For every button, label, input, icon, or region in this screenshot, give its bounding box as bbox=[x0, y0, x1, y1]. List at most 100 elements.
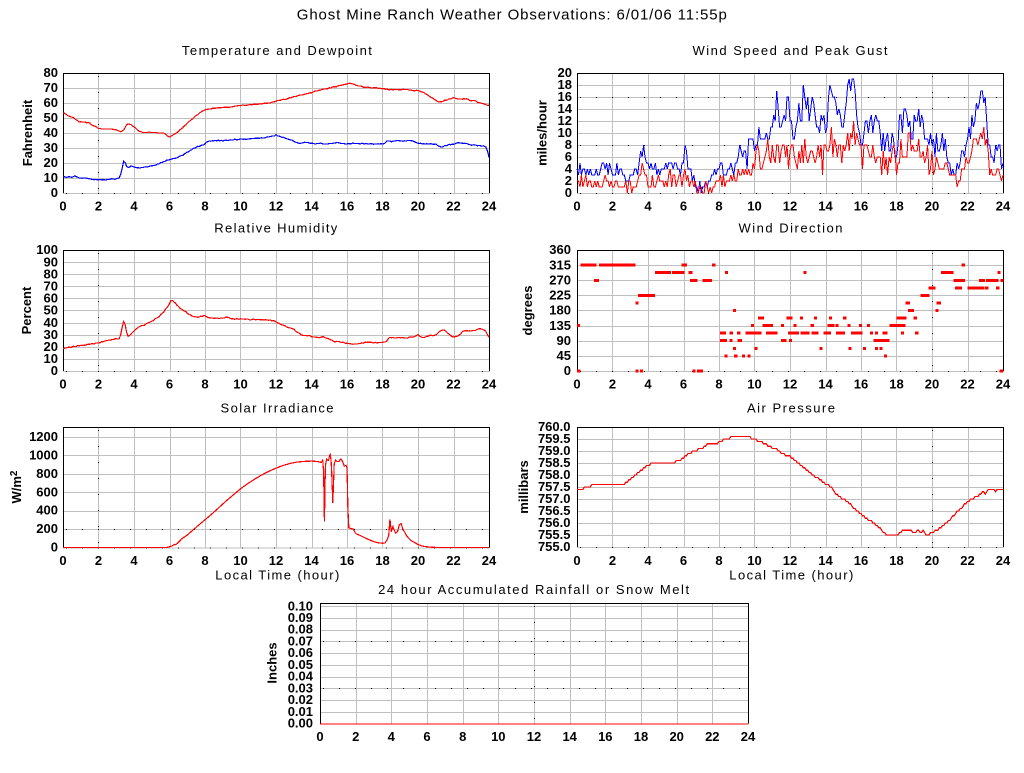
svg-text:12: 12 bbox=[783, 553, 797, 568]
svg-text:16: 16 bbox=[340, 553, 354, 568]
svg-text:14: 14 bbox=[304, 377, 319, 392]
svg-text:16: 16 bbox=[340, 199, 354, 214]
svg-text:14: 14 bbox=[558, 101, 573, 116]
svg-text:8: 8 bbox=[715, 553, 722, 568]
svg-text:0: 0 bbox=[59, 199, 66, 214]
svg-text:W/m2: W/m2 bbox=[9, 470, 24, 503]
svg-text:24: 24 bbox=[996, 553, 1011, 568]
svg-text:8: 8 bbox=[715, 377, 722, 392]
svg-text:2: 2 bbox=[95, 199, 102, 214]
svg-text:755.5: 755.5 bbox=[538, 527, 571, 542]
svg-text:50: 50 bbox=[44, 110, 58, 125]
svg-text:20: 20 bbox=[925, 553, 939, 568]
svg-text:16: 16 bbox=[558, 89, 572, 104]
svg-text:14: 14 bbox=[818, 199, 833, 214]
svg-text:18: 18 bbox=[634, 729, 648, 744]
svg-text:16: 16 bbox=[340, 377, 354, 392]
svg-text:0: 0 bbox=[564, 363, 571, 378]
svg-text:22: 22 bbox=[960, 377, 974, 392]
svg-text:18: 18 bbox=[375, 553, 389, 568]
svg-text:4: 4 bbox=[130, 377, 138, 392]
svg-text:22: 22 bbox=[705, 729, 719, 744]
svg-text:0.08: 0.08 bbox=[288, 622, 313, 637]
svg-text:6: 6 bbox=[166, 553, 173, 568]
svg-text:20: 20 bbox=[411, 553, 425, 568]
svg-text:18: 18 bbox=[889, 199, 903, 214]
svg-text:0.10: 0.10 bbox=[288, 598, 313, 613]
svg-text:2: 2 bbox=[95, 553, 102, 568]
svg-text:4: 4 bbox=[565, 161, 573, 176]
svg-text:10: 10 bbox=[747, 199, 761, 214]
svg-text:Percent: Percent bbox=[19, 286, 34, 334]
svg-text:80: 80 bbox=[44, 65, 58, 80]
svg-text:6: 6 bbox=[680, 377, 687, 392]
svg-text:18: 18 bbox=[558, 77, 572, 92]
svg-text:45: 45 bbox=[557, 348, 571, 363]
svg-text:24: 24 bbox=[741, 729, 756, 744]
svg-text:400: 400 bbox=[36, 503, 58, 518]
svg-text:20: 20 bbox=[44, 155, 58, 170]
svg-text:40: 40 bbox=[44, 125, 58, 140]
svg-text:20: 20 bbox=[925, 199, 939, 214]
svg-text:10: 10 bbox=[491, 729, 505, 744]
svg-text:22: 22 bbox=[960, 553, 974, 568]
svg-text:6: 6 bbox=[680, 199, 687, 214]
svg-text:4: 4 bbox=[644, 199, 652, 214]
svg-text:757.0: 757.0 bbox=[538, 491, 571, 506]
svg-text:70: 70 bbox=[44, 80, 58, 95]
svg-text:315: 315 bbox=[549, 257, 571, 272]
svg-text:24: 24 bbox=[996, 377, 1011, 392]
svg-text:0.06: 0.06 bbox=[288, 645, 313, 660]
svg-text:18: 18 bbox=[375, 199, 389, 214]
svg-text:24: 24 bbox=[482, 553, 497, 568]
svg-text:90: 90 bbox=[44, 254, 58, 269]
svg-text:16: 16 bbox=[854, 553, 868, 568]
svg-text:8: 8 bbox=[715, 199, 722, 214]
svg-text:2: 2 bbox=[95, 377, 102, 392]
svg-text:225: 225 bbox=[549, 288, 571, 303]
svg-text:22: 22 bbox=[446, 199, 460, 214]
svg-text:10: 10 bbox=[233, 553, 247, 568]
svg-text:16: 16 bbox=[854, 199, 868, 214]
svg-text:757.5: 757.5 bbox=[538, 479, 571, 494]
svg-text:20: 20 bbox=[669, 729, 683, 744]
svg-text:16: 16 bbox=[598, 729, 612, 744]
svg-text:degrees: degrees bbox=[520, 286, 535, 336]
svg-text:12: 12 bbox=[783, 199, 797, 214]
svg-text:Fahrenheit: Fahrenheit bbox=[20, 99, 35, 166]
svg-text:20: 20 bbox=[411, 377, 425, 392]
svg-text:135: 135 bbox=[549, 318, 571, 333]
svg-text:Temperature and Dewpoint: Temperature and Dewpoint bbox=[182, 43, 372, 58]
svg-text:millibars: millibars bbox=[516, 460, 531, 513]
svg-text:0: 0 bbox=[573, 377, 580, 392]
svg-text:0: 0 bbox=[51, 185, 58, 200]
svg-text:10: 10 bbox=[747, 553, 761, 568]
svg-text:4: 4 bbox=[130, 553, 138, 568]
svg-text:360: 360 bbox=[549, 242, 571, 257]
svg-text:200: 200 bbox=[36, 521, 58, 536]
svg-text:12: 12 bbox=[269, 553, 283, 568]
svg-text:14: 14 bbox=[304, 553, 319, 568]
svg-text:20: 20 bbox=[558, 65, 572, 80]
svg-text:miles/hour: miles/hour bbox=[535, 100, 550, 166]
svg-text:0: 0 bbox=[565, 185, 572, 200]
svg-text:180: 180 bbox=[549, 303, 571, 318]
svg-text:70: 70 bbox=[44, 279, 58, 294]
svg-text:12: 12 bbox=[527, 729, 541, 744]
svg-text:10: 10 bbox=[558, 125, 572, 140]
svg-text:800: 800 bbox=[36, 466, 58, 481]
svg-text:6: 6 bbox=[166, 377, 173, 392]
svg-text:18: 18 bbox=[889, 553, 903, 568]
svg-text:759.5: 759.5 bbox=[538, 431, 571, 446]
svg-text:600: 600 bbox=[36, 484, 58, 499]
svg-text:2: 2 bbox=[609, 553, 616, 568]
svg-text:756.0: 756.0 bbox=[538, 515, 571, 530]
svg-text:22: 22 bbox=[446, 553, 460, 568]
svg-text:90: 90 bbox=[557, 333, 571, 348]
svg-text:0.09: 0.09 bbox=[288, 610, 313, 625]
svg-text:0.00: 0.00 bbox=[288, 716, 313, 731]
svg-text:760.0: 760.0 bbox=[538, 419, 571, 434]
svg-text:24: 24 bbox=[482, 377, 497, 392]
svg-text:0.01: 0.01 bbox=[288, 704, 313, 719]
svg-text:10: 10 bbox=[233, 199, 247, 214]
